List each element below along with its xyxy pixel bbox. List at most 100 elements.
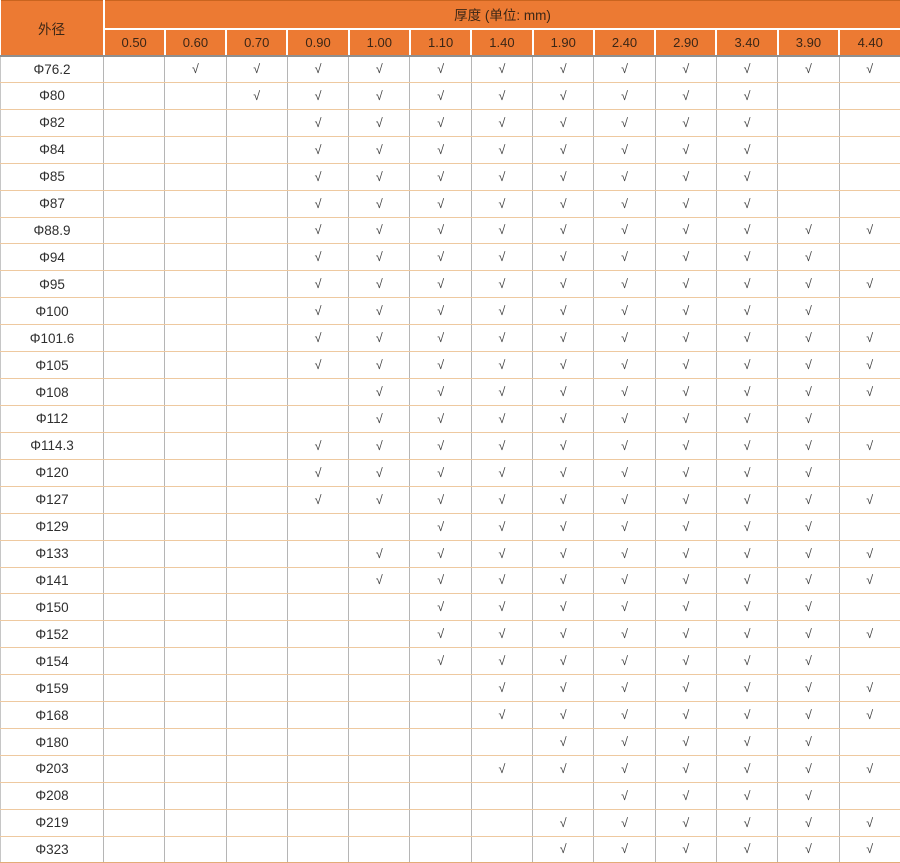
- thickness-col-header: 1.90: [531, 28, 594, 57]
- diameter-label: Φ100: [0, 297, 104, 326]
- availability-check: √: [655, 809, 717, 837]
- availability-check: √: [593, 297, 656, 326]
- table-row: Φ101.6 √ √ √ √ √ √ √ √ √ √: [0, 324, 900, 353]
- availability-check: √: [655, 647, 717, 676]
- availability-check: √: [287, 136, 350, 164]
- thickness-col-header: 1.00: [347, 28, 410, 57]
- diameter-label: Φ219: [0, 809, 104, 837]
- availability-check: √: [777, 836, 840, 863]
- availability-check: √: [532, 674, 595, 703]
- availability-check: √: [532, 378, 595, 406]
- availability-check: √: [348, 217, 411, 245]
- availability-check: √: [409, 593, 472, 622]
- availability-empty: [348, 620, 411, 649]
- availability-check: √: [655, 243, 717, 272]
- availability-empty: [226, 513, 288, 541]
- availability-empty: [103, 243, 166, 272]
- availability-check: √: [716, 190, 779, 218]
- availability-empty: [226, 674, 288, 703]
- availability-check: √: [409, 540, 472, 568]
- availability-check: √: [716, 270, 779, 299]
- availability-check: √: [226, 55, 288, 83]
- availability-check: √: [593, 593, 656, 622]
- availability-empty: [226, 190, 288, 218]
- availability-empty: [839, 136, 900, 164]
- table-row: Φ82 √ √ √ √ √ √ √ √: [0, 109, 900, 137]
- diameter-label: Φ105: [0, 351, 104, 380]
- diameter-label: Φ150: [0, 593, 104, 622]
- availability-empty: [287, 540, 350, 568]
- availability-check: √: [593, 674, 656, 703]
- availability-empty: [103, 728, 166, 756]
- availability-empty: [226, 378, 288, 406]
- availability-check: √: [839, 351, 900, 380]
- availability-check: √: [409, 378, 472, 406]
- availability-check: √: [471, 540, 534, 568]
- availability-empty: [164, 163, 227, 191]
- availability-empty: [839, 243, 900, 272]
- availability-check: √: [532, 351, 595, 380]
- availability-empty: [226, 701, 288, 730]
- availability-empty: [839, 728, 900, 756]
- availability-check: √: [777, 513, 840, 541]
- availability-check: √: [777, 620, 840, 649]
- availability-check: √: [287, 432, 350, 460]
- availability-empty: [164, 136, 227, 164]
- availability-check: √: [655, 674, 717, 703]
- availability-check: √: [716, 243, 779, 272]
- diameter-label: Φ323: [0, 836, 104, 863]
- availability-empty: [348, 701, 411, 730]
- availability-empty: [226, 782, 288, 810]
- availability-empty: [226, 109, 288, 137]
- availability-check: √: [532, 728, 595, 756]
- availability-empty: [226, 351, 288, 380]
- availability-check: √: [593, 324, 656, 353]
- availability-check: √: [532, 647, 595, 676]
- availability-check: √: [655, 190, 717, 218]
- availability-check: √: [348, 190, 411, 218]
- availability-check: √: [409, 82, 472, 110]
- availability-empty: [103, 190, 166, 218]
- availability-empty: [226, 136, 288, 164]
- availability-check: √: [593, 809, 656, 837]
- availability-check: √: [839, 620, 900, 649]
- availability-check: √: [348, 243, 411, 272]
- availability-empty: [103, 647, 166, 676]
- thickness-col-header: 0.60: [163, 28, 227, 57]
- availability-empty: [164, 809, 227, 837]
- availability-check: √: [471, 136, 534, 164]
- availability-check: √: [471, 217, 534, 245]
- availability-empty: [103, 82, 166, 110]
- availability-empty: [103, 701, 166, 730]
- availability-empty: [409, 701, 472, 730]
- thickness-col-header: 1.10: [408, 28, 472, 57]
- availability-empty: [226, 270, 288, 299]
- availability-check: √: [348, 163, 411, 191]
- availability-empty: [839, 109, 900, 137]
- availability-empty: [471, 809, 534, 837]
- availability-check: √: [593, 728, 656, 756]
- availability-check: √: [716, 432, 779, 460]
- availability-empty: [226, 540, 288, 568]
- availability-check: √: [716, 217, 779, 245]
- availability-check: √: [532, 82, 595, 110]
- table-row: Φ141 √ √ √ √ √ √ √ √ √: [0, 567, 900, 595]
- availability-check: √: [655, 728, 717, 756]
- diameter-label: Φ76.2: [0, 55, 104, 83]
- availability-empty: [409, 782, 472, 810]
- availability-check: √: [777, 486, 840, 514]
- availability-check: √: [409, 432, 472, 460]
- availability-check: √: [839, 567, 900, 595]
- availability-check: √: [471, 163, 534, 191]
- availability-check: √: [532, 243, 595, 272]
- availability-check: √: [839, 809, 900, 837]
- availability-check: √: [287, 459, 350, 487]
- availability-check: √: [593, 351, 656, 380]
- availability-check: √: [409, 405, 472, 433]
- availability-empty: [226, 809, 288, 837]
- availability-empty: [471, 782, 534, 810]
- availability-check: √: [777, 728, 840, 756]
- availability-check: √: [287, 55, 350, 83]
- availability-check: √: [839, 324, 900, 353]
- table-row: Φ88.9 √ √ √ √ √ √ √ √ √ √: [0, 217, 900, 245]
